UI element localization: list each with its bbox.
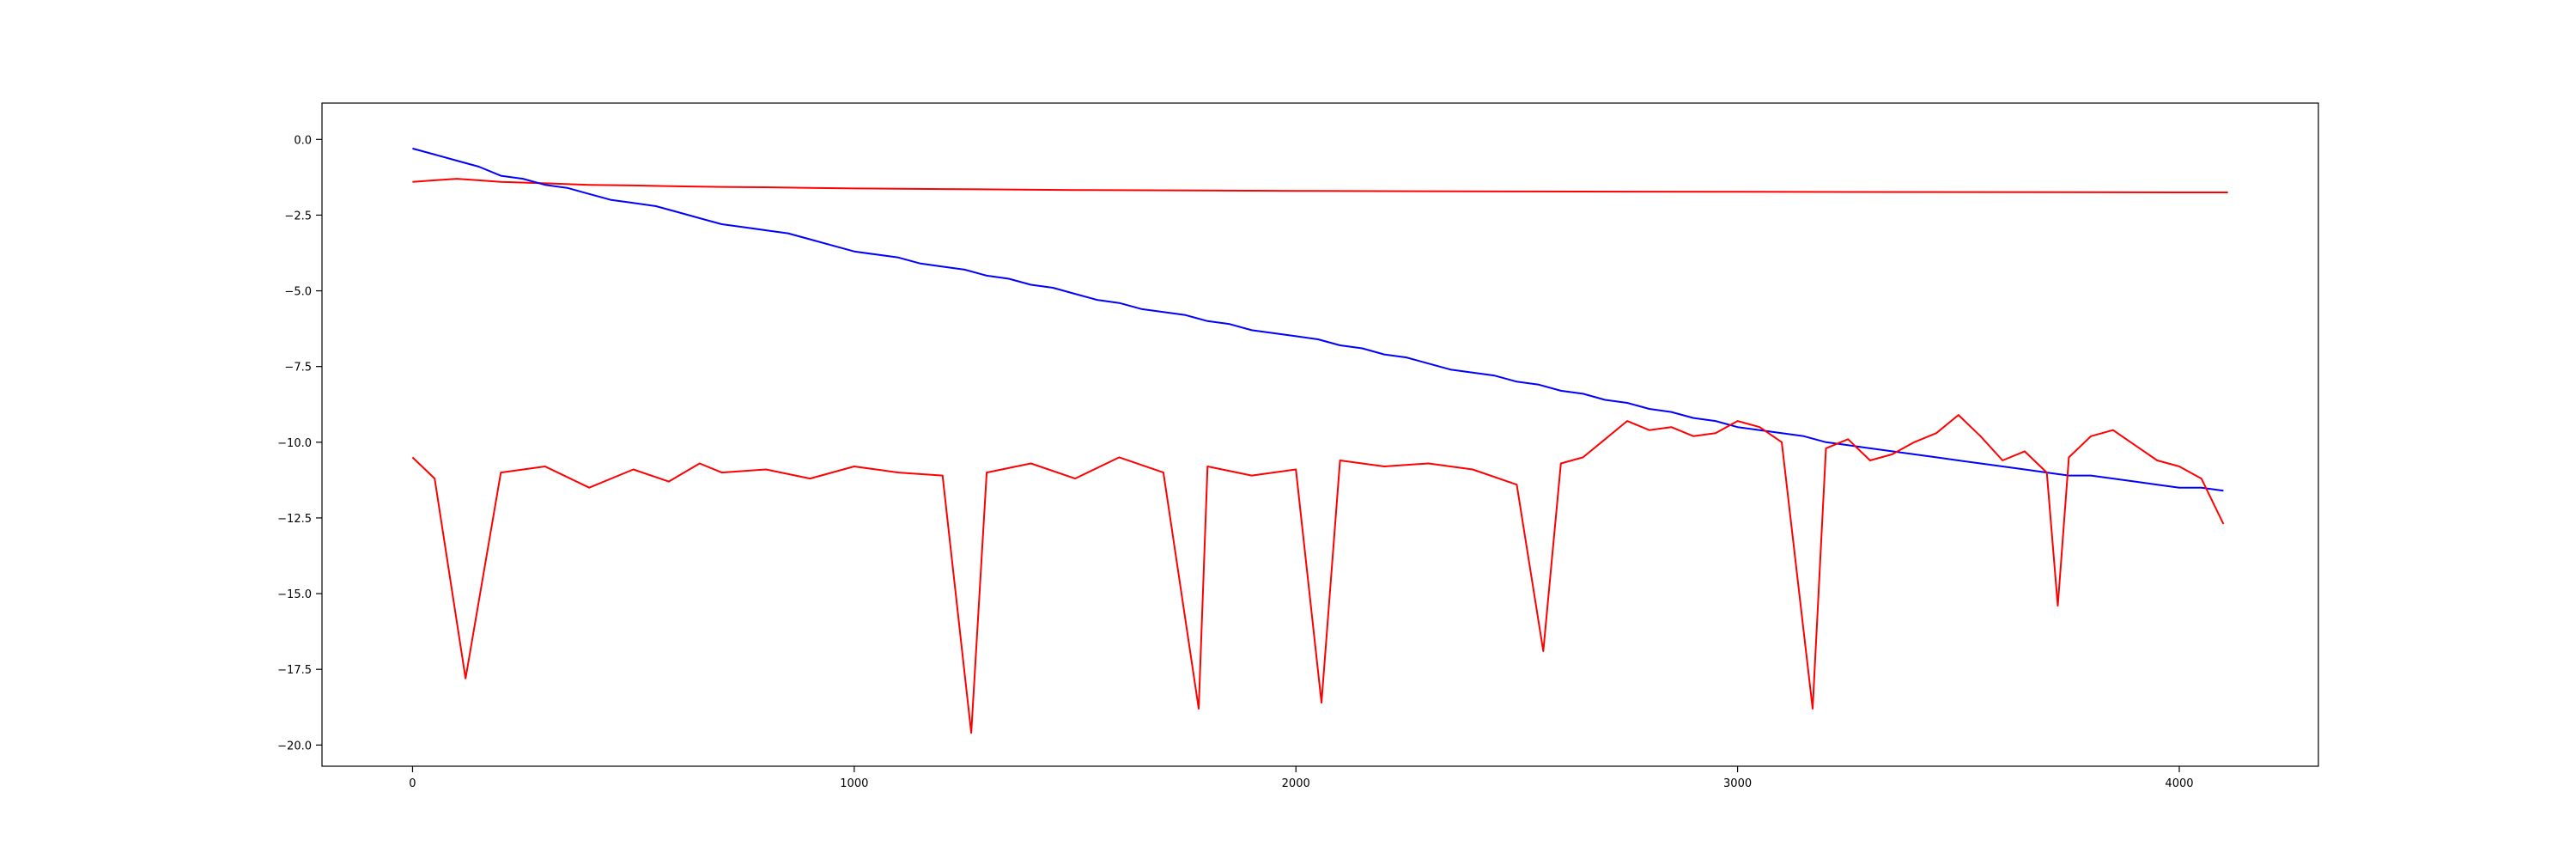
y-tick-label: −15.0 (277, 588, 312, 601)
series-line-0 (412, 178, 2228, 193)
series-line-2 (411, 414, 2225, 734)
x-tick-label: 4000 (2165, 777, 2193, 790)
y-axis-ticks: 0.0 −2.5 −5.0 −7.5 −10.0 −12.5 −15.0 −17.5 −20.0 (277, 134, 322, 752)
y-tick-label: −12.5 (277, 513, 312, 526)
x-tick-label: 3000 (1723, 777, 1752, 790)
y-tick-label: 0.0 (294, 134, 312, 147)
y-tick-label: −7.5 (284, 362, 312, 375)
y-tick-label: −2.5 (284, 210, 312, 222)
y-tick-label: −5.0 (284, 286, 312, 299)
y-tick-label: −10.0 (277, 437, 312, 450)
series-line-1 (412, 147, 2224, 492)
series-layer (411, 147, 2228, 734)
x-tick-label: 0 (409, 777, 416, 790)
x-tick-label: 1000 (840, 777, 868, 790)
plot-frame (321, 102, 2319, 767)
x-tick-label: 2000 (1282, 777, 1310, 790)
y-tick-label: −17.5 (277, 664, 312, 677)
y-tick-label: −20.0 (277, 740, 312, 752)
x-axis-ticks: 0 1000 2000 3000 4000 (409, 766, 2194, 790)
